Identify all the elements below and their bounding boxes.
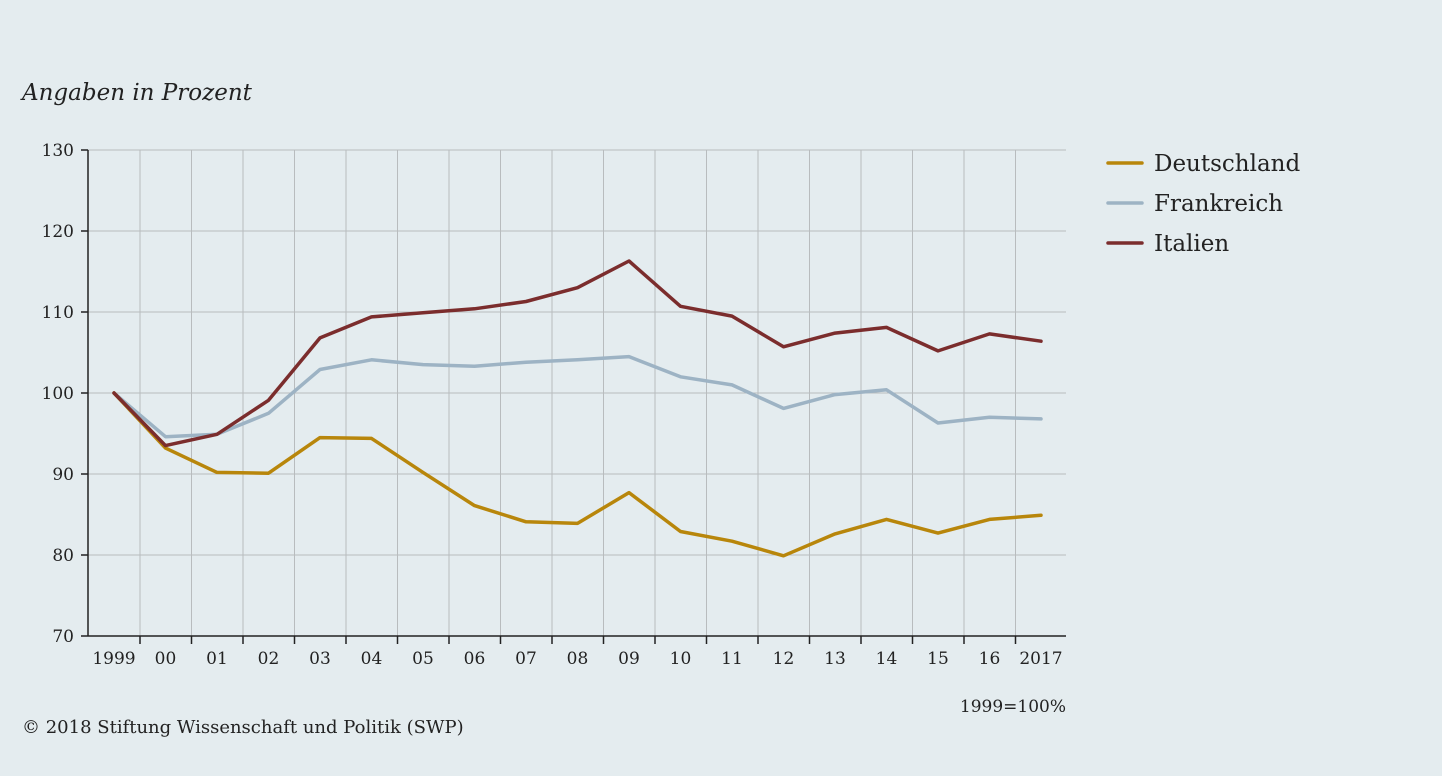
legend-label-frankreich: Frankreich bbox=[1154, 191, 1283, 217]
x-tick-label: 02 bbox=[258, 649, 280, 669]
x-tick-label: 01 bbox=[206, 649, 228, 669]
x-tick-label: 16 bbox=[979, 649, 1001, 669]
legend-label-italien: Italien bbox=[1154, 231, 1229, 257]
series-line-deutschland bbox=[112, 391, 1043, 558]
y-tick-label: 120 bbox=[42, 222, 74, 242]
copyright-notice: © 2018 Stiftung Wissenschaft und Politik… bbox=[22, 717, 464, 738]
data-series bbox=[112, 259, 1043, 558]
x-tick-label: 10 bbox=[670, 649, 692, 669]
x-tick-label: 08 bbox=[567, 649, 589, 669]
x-tick-label: 12 bbox=[773, 649, 795, 669]
x-tick-label: 13 bbox=[824, 649, 846, 669]
x-axis-ticks: 1999 00 01 02 03 04 05 06 07 08 09 10 11 12 13 14 15 16 20… bbox=[92, 636, 1063, 669]
x-tick-label: 00 bbox=[155, 649, 177, 669]
x-tick-label: 05 bbox=[412, 649, 434, 669]
x-tick-label: 06 bbox=[464, 649, 486, 669]
legend: Deutschland Frankreich Italien bbox=[1106, 151, 1300, 257]
base-year-note: 1999=100% bbox=[960, 697, 1066, 717]
y-tick-label: 70 bbox=[52, 627, 74, 647]
x-tick-label: 11 bbox=[721, 649, 743, 669]
legend-label-deutschland: Deutschland bbox=[1154, 151, 1300, 177]
y-tick-label: 100 bbox=[42, 384, 74, 404]
x-tick-label: 2017 bbox=[1019, 649, 1062, 669]
chart-subtitle: Angaben in Prozent bbox=[20, 80, 253, 106]
x-tick-label: 14 bbox=[876, 649, 898, 669]
y-tick-label: 80 bbox=[52, 546, 74, 566]
x-tick-label: 15 bbox=[927, 649, 949, 669]
y-tick-label: 90 bbox=[52, 465, 74, 485]
x-tick-label: 07 bbox=[515, 649, 537, 669]
y-tick-label: 130 bbox=[42, 141, 74, 161]
series-line-frankreich bbox=[112, 354, 1043, 439]
x-tick-label: 09 bbox=[618, 649, 640, 669]
y-axis-ticks: 70 80 90 100 110 120 130 bbox=[42, 141, 88, 647]
x-tick-label: 1999 bbox=[92, 649, 135, 669]
y-tick-label: 110 bbox=[42, 303, 74, 323]
x-tick-label: 03 bbox=[309, 649, 331, 669]
series-line-italien bbox=[112, 259, 1043, 448]
x-tick-label: 04 bbox=[361, 649, 383, 669]
